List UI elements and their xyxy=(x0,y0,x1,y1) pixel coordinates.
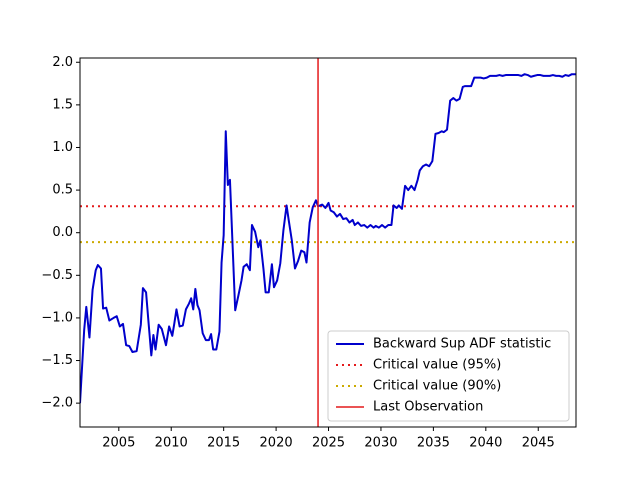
x-tick-label: 2045 xyxy=(522,436,555,451)
y-tick-label: 0.5 xyxy=(52,183,73,198)
legend-label: Last Observation xyxy=(373,400,483,415)
x-tick-label: 2010 xyxy=(155,436,188,451)
y-tick-label: 2.0 xyxy=(52,55,73,70)
legend-label: Backward Sup ADF statistic xyxy=(373,337,551,352)
plot-frame xyxy=(79,57,577,428)
y-tick-label: 1.0 xyxy=(52,140,73,155)
x-tick-label: 2015 xyxy=(207,436,240,451)
legend-label: Critical value (90%) xyxy=(373,379,501,394)
y-tick-label: −1.5 xyxy=(41,353,73,368)
x-tick-label: 2020 xyxy=(260,436,293,451)
data-line xyxy=(80,73,576,404)
y-tick-label: 0.0 xyxy=(52,225,73,240)
legend-box xyxy=(327,330,570,422)
x-tick-label: 2025 xyxy=(312,436,345,451)
x-tick-label: 2030 xyxy=(364,436,397,451)
y-tick-label: −2.0 xyxy=(41,396,73,411)
y-tick-label: 1.5 xyxy=(52,97,73,112)
y-tick-label: −1.0 xyxy=(41,310,73,325)
y-tick-label: −0.5 xyxy=(41,268,73,283)
x-tick-label: 2005 xyxy=(102,436,135,451)
legend-label: Critical value (95%) xyxy=(373,358,501,373)
x-tick-label: 2035 xyxy=(417,436,450,451)
x-tick-label: 2040 xyxy=(469,436,502,451)
